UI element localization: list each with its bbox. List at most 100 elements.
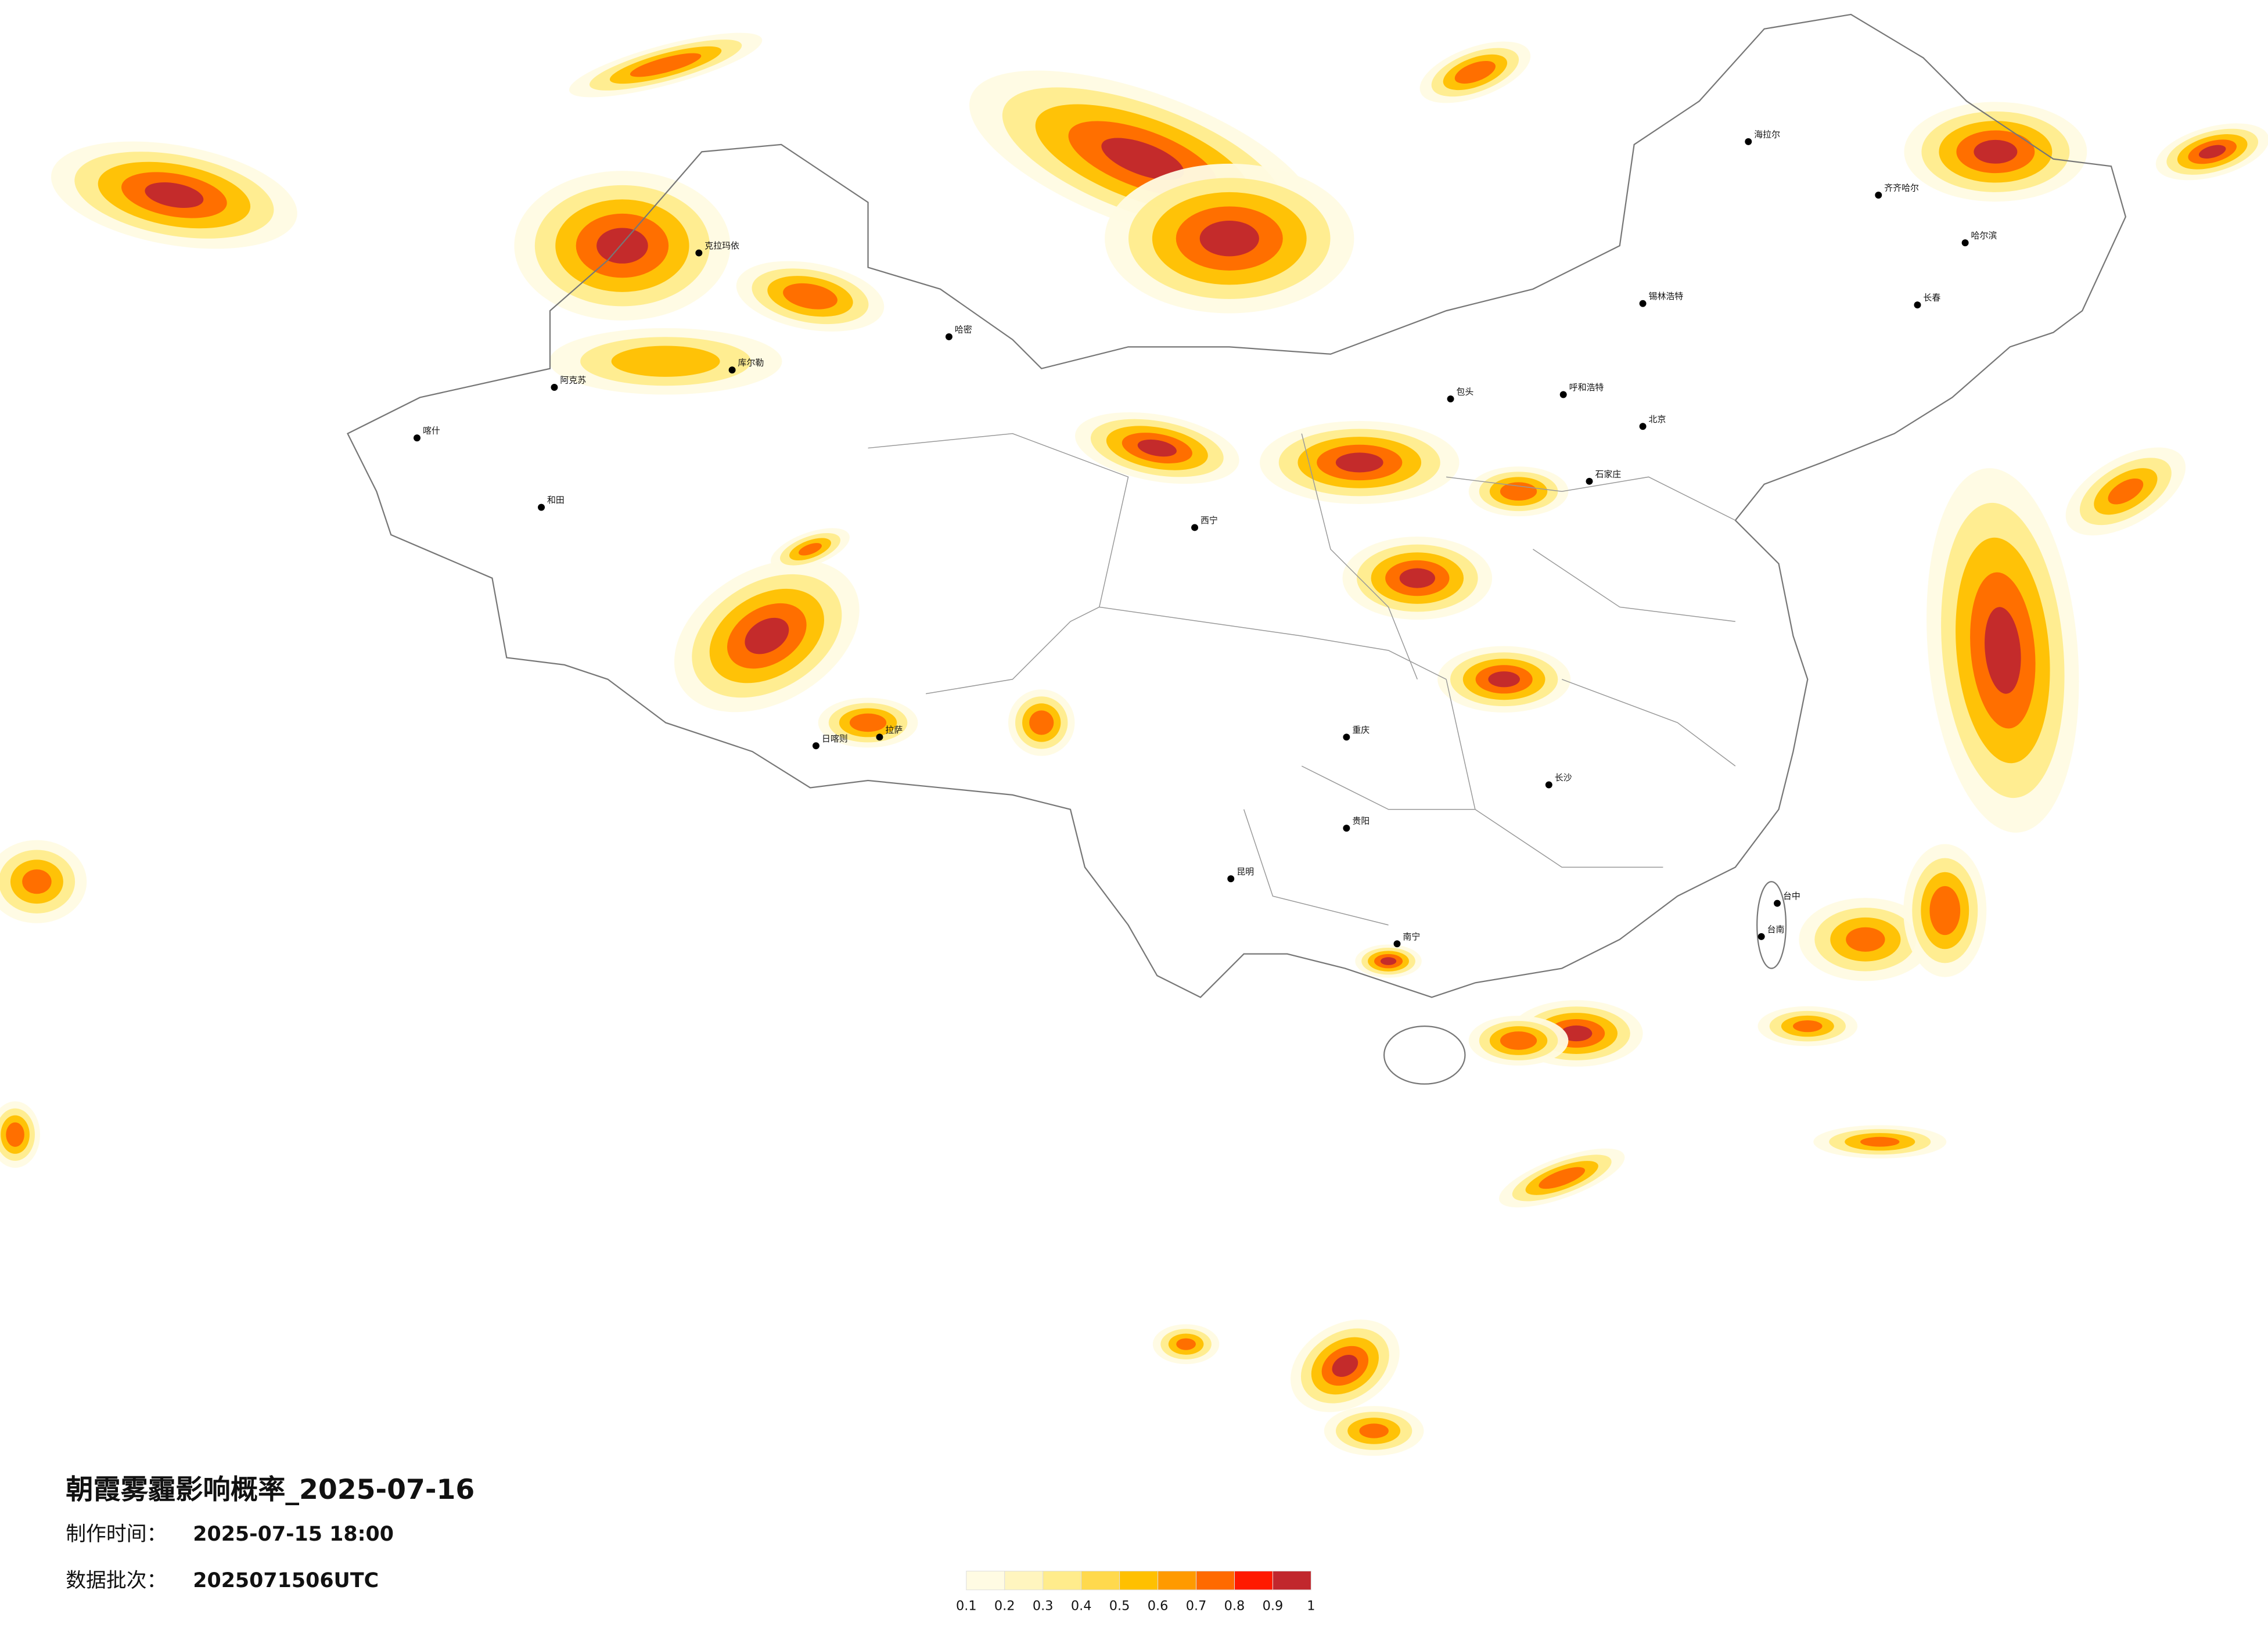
probability-area [1335, 452, 1383, 473]
city-marker [1586, 477, 1593, 485]
legend-tick-label: 0.4 [1071, 1599, 1092, 1614]
city-label: 石家庄 [1595, 469, 1621, 479]
legend-swatch [1119, 1570, 1159, 1591]
country-border [347, 13, 2127, 998]
city-marker [1227, 875, 1235, 883]
city-marker [728, 366, 736, 374]
probability-area [1101, 138, 1184, 181]
probability-area [1500, 1031, 1537, 1050]
city-label: 海拉尔 [1754, 129, 1780, 139]
legend-swatch [1272, 1570, 1311, 1591]
city-label: 贵阳 [1352, 816, 1370, 826]
city-marker [945, 333, 953, 340]
legend-swatch [1043, 1570, 1082, 1591]
legend-swatch [1158, 1570, 1197, 1591]
city-marker [1447, 395, 1454, 402]
probability-area [1359, 1423, 1389, 1438]
taiwan-outline [1756, 881, 1787, 969]
city-label: 南宁 [1403, 931, 1420, 942]
city-label: 北京 [1649, 414, 1666, 425]
legend: 0.1 0.2 0.3 0.4 0.5 0.6 0.7 0.8 0.9 1 [956, 1570, 1315, 1614]
probability-area [1860, 1136, 1900, 1147]
probability-area [1846, 927, 1885, 952]
probability-area [596, 228, 648, 264]
city-marker [1639, 300, 1647, 307]
legend-tick-label: 0.7 [1186, 1599, 1207, 1614]
probability-area [1137, 439, 1177, 457]
city-label: 拉萨 [885, 725, 903, 735]
legend-swatch [966, 1570, 1005, 1591]
city-marker [1745, 138, 1752, 145]
probability-area [1539, 1167, 1586, 1189]
legend-tick-label: 0.1 [956, 1599, 977, 1614]
probability-area [1199, 221, 1259, 257]
city-label: 西宁 [1201, 515, 1218, 526]
city-marker [1639, 423, 1647, 430]
city-marker [1961, 239, 1969, 247]
probability-area [1399, 568, 1435, 588]
city-marker [1774, 900, 1781, 907]
probability-area [1500, 482, 1537, 501]
city-label: 包头 [1457, 386, 1474, 397]
city-marker [551, 384, 558, 391]
production-time-label: 制作时间： [66, 1523, 167, 1546]
city-marker [812, 742, 820, 750]
legend-tick-label: 0.5 [1109, 1599, 1130, 1614]
probability-area [745, 617, 789, 654]
city-label: 齐齐哈尔 [1884, 183, 1919, 193]
probability-area [1793, 1020, 1823, 1033]
probability-area [22, 869, 52, 894]
city-label: 和田 [547, 495, 565, 505]
probability-area [2108, 478, 2144, 505]
city-marker [1343, 733, 1350, 741]
city-marker [1875, 192, 1882, 199]
probability-area [1560, 1025, 1593, 1042]
city-label: 哈尔滨 [1971, 231, 1997, 241]
city-marker [414, 434, 420, 442]
probability-area [1974, 139, 2018, 164]
city-label: 哈密 [955, 324, 972, 334]
city-label: 锡林浩特 [1649, 291, 1684, 301]
probability-area [783, 283, 838, 310]
city-label: 台中 [1783, 891, 1800, 901]
legend-tick-label: 0.8 [1224, 1599, 1245, 1614]
legend-swatch [1081, 1570, 1120, 1591]
hainan-outline [1383, 1025, 1466, 1085]
city-label: 昆明 [1237, 866, 1254, 877]
map-title: 朝霞雾霾影响概率_2025-07-16 [66, 1474, 475, 1506]
city-marker [695, 249, 703, 257]
city-label: 日喀则 [822, 733, 848, 744]
city-marker [1559, 391, 1567, 398]
legend-tick-label: 0.2 [994, 1599, 1015, 1614]
city-label: 喀什 [423, 426, 440, 436]
city-marker [1545, 781, 1552, 789]
data-batch-label: 数据批次： [66, 1569, 167, 1592]
city-label: 台南 [1767, 924, 1785, 934]
probability-field [0, 33, 2268, 1456]
legend-tick-label: 0.9 [1263, 1599, 1284, 1614]
probability-area [611, 346, 720, 377]
city-marker [1914, 301, 1921, 309]
probability-area [1380, 957, 1397, 965]
province-borders [868, 433, 1736, 926]
city-marker [1757, 933, 1765, 940]
city-label: 重庆 [1352, 725, 1370, 735]
city-label: 克拉玛依 [705, 240, 739, 251]
city-marker [1393, 940, 1401, 948]
legend-tick-label: 1 [1307, 1599, 1315, 1614]
probability-area [1488, 671, 1520, 688]
city-marker [538, 503, 545, 511]
city-label: 阿克苏 [560, 375, 586, 386]
city-label: 库尔勒 [738, 358, 764, 368]
probability-area [1176, 1338, 1196, 1350]
legend-swatch [1234, 1570, 1273, 1591]
probability-area [799, 543, 822, 556]
probability-area [6, 1122, 24, 1147]
legend-tick-label: 0.6 [1148, 1599, 1169, 1614]
legend-swatch [1004, 1570, 1044, 1591]
probability-area [1454, 60, 1496, 84]
probability-area [1332, 1355, 1358, 1377]
